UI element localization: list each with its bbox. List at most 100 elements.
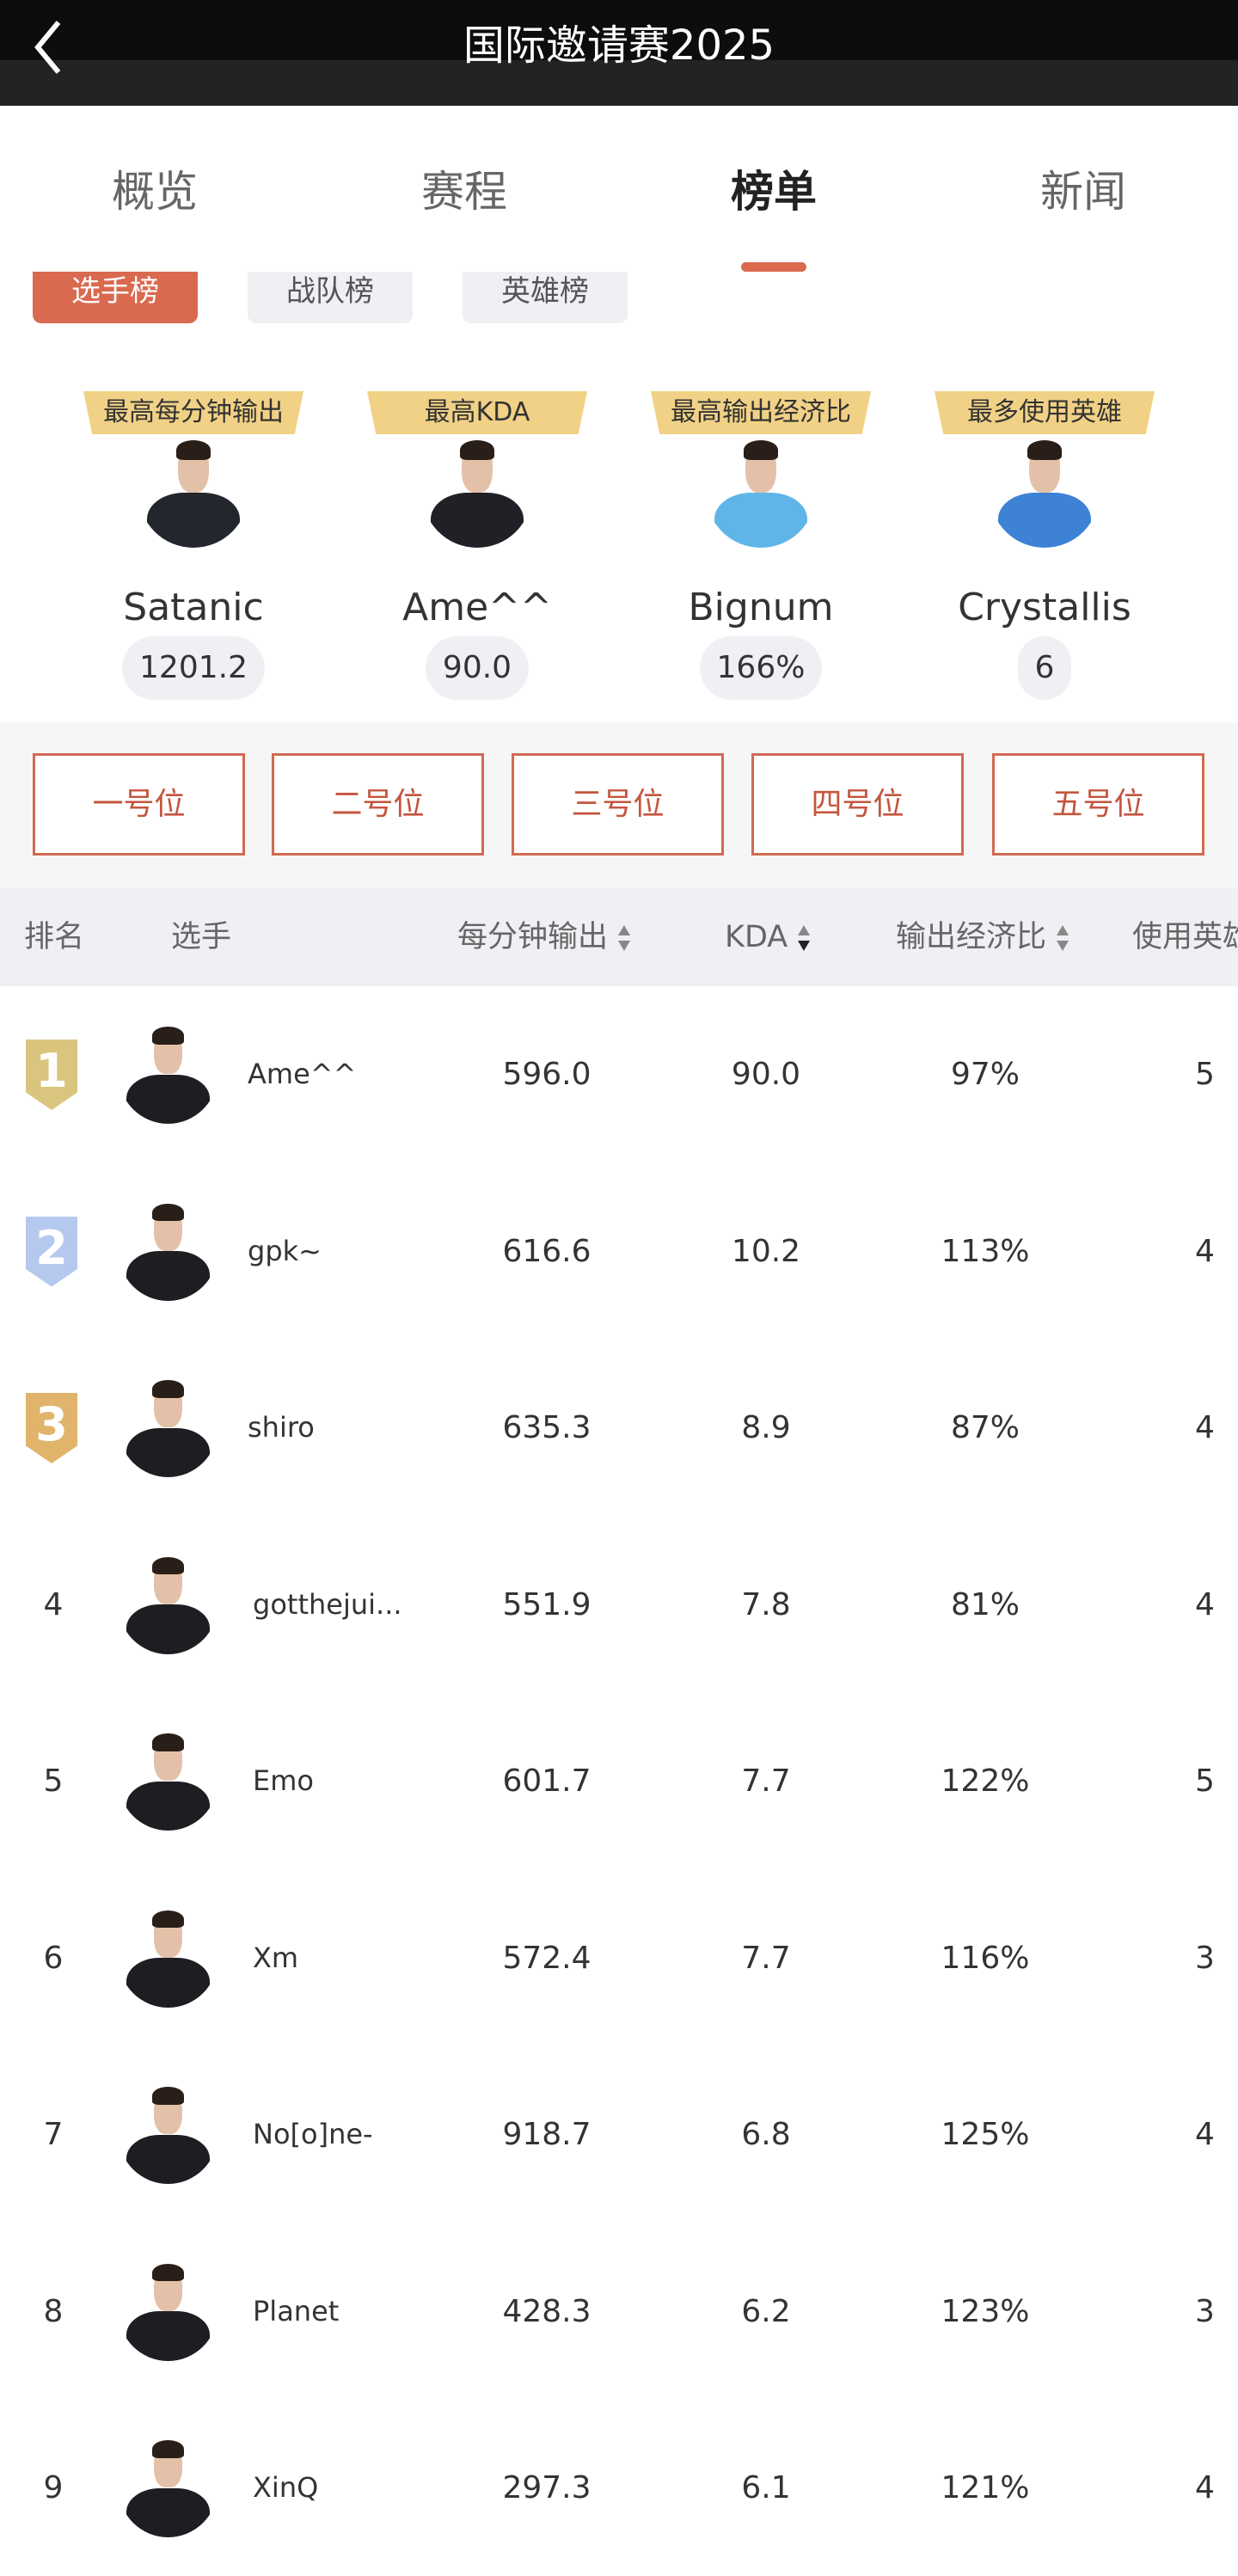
player-name[interactable]: Ame^^ — [248, 1058, 357, 1090]
avatar-shirt — [714, 493, 807, 548]
avatar — [119, 1201, 218, 1301]
dpm-value: 635.3 — [502, 1410, 591, 1445]
rank: 6 — [43, 1940, 64, 1976]
heroes-value: 4 — [1195, 2117, 1215, 2152]
player-name[interactable]: No[o]ne- — [253, 2118, 373, 2150]
dpm-value: 572.4 — [502, 1940, 591, 1976]
avatar-hair — [152, 1733, 184, 1751]
avatar-hair — [152, 2440, 184, 2458]
player-name[interactable]: gpk~ — [248, 1234, 322, 1267]
leader-badge: 最高输出经济比 — [651, 391, 871, 434]
avatar — [422, 438, 532, 548]
back-button[interactable] — [26, 17, 77, 77]
position-button[interactable]: 一号位 — [33, 753, 245, 856]
dpm-value: 551.9 — [502, 1586, 591, 1622]
heroes-value: 4 — [1195, 1586, 1215, 1622]
active-tab-indicator — [741, 262, 806, 272]
avatar-hair — [152, 1203, 184, 1222]
table-row[interactable]: 3 shiro 635.3 8.9 87% 4 — [0, 1340, 1238, 1516]
ratio-value: 125% — [941, 2117, 1030, 2152]
sort-icon — [618, 923, 631, 953]
position-button[interactable]: 三号位 — [512, 753, 724, 856]
table-row[interactable]: 2 gpk~ 616.6 10.2 113% 4 — [0, 1163, 1238, 1340]
tab-news[interactable]: 新闻 — [1040, 167, 1126, 217]
table-row[interactable]: 1 Ame^^ 596.0 90.0 97% 5 — [0, 986, 1238, 1162]
player-name[interactable]: shiro — [248, 1411, 315, 1444]
header-dpm-label: 每分钟输出 — [457, 920, 609, 954]
subtab-players[interactable]: 选手榜 — [33, 272, 198, 323]
avatar — [990, 438, 1100, 548]
avatar — [138, 438, 248, 548]
avatar-hair — [152, 1027, 184, 1045]
header-ratio-label: 输出经济比 — [896, 920, 1047, 954]
avatar-shirt — [431, 493, 524, 548]
header-ratio[interactable]: 输出经济比 — [896, 888, 1069, 986]
tab-rankings[interactable]: 榜单 — [731, 167, 817, 217]
heroes-value: 4 — [1195, 2470, 1215, 2505]
avatar — [119, 1908, 218, 2008]
avatar-shirt — [126, 1958, 210, 2008]
kda-value: 7.8 — [741, 1586, 791, 1622]
avatar-hair — [152, 2087, 184, 2105]
header-kda-label: KDA — [725, 920, 788, 954]
table-row[interactable]: 5 Emo 601.7 7.7 122% 5 — [0, 1693, 1238, 1869]
table-row[interactable]: 4 gotthejui... 551.9 7.8 81% 4 — [0, 1517, 1238, 1693]
ratio-value: 97% — [950, 1057, 1020, 1092]
header-dpm[interactable]: 每分钟输出 — [457, 888, 631, 986]
avatar-shirt — [126, 2134, 210, 2184]
tab-overview[interactable]: 概览 — [112, 167, 198, 217]
ratio-value: 122% — [941, 1763, 1030, 1799]
heroes-value: 4 — [1195, 1410, 1215, 1445]
header-heroes: 使用英雄 — [1132, 920, 1238, 954]
position-button[interactable]: 五号位 — [992, 753, 1204, 856]
dpm-value: 596.0 — [502, 1057, 591, 1092]
avatar — [119, 1555, 218, 1654]
table-row[interactable]: 6 Xm 572.4 7.7 116% 3 — [0, 1870, 1238, 2046]
leader-value: 6 — [1017, 636, 1072, 700]
player-name[interactable]: Xm — [253, 1941, 299, 1974]
tab-schedule[interactable]: 赛程 — [421, 167, 507, 217]
table-row[interactable]: 9 XinQ 297.3 6.1 121% 4 — [0, 2400, 1238, 2576]
ratio-value: 87% — [950, 1410, 1020, 1445]
subtab-teams[interactable]: 战队榜 — [248, 272, 413, 323]
table-row[interactable]: 8 Planet 428.3 6.2 123% 3 — [0, 2223, 1238, 2400]
avatar-hair — [152, 1556, 184, 1575]
avatar-hair — [175, 439, 211, 460]
leader-card[interactable]: 最高每分钟输出 Satanic 1201.2 — [82, 391, 305, 700]
avatar-hair — [152, 1910, 184, 1929]
ratio-value: 113% — [941, 1233, 1030, 1269]
avatar-shirt — [126, 1074, 210, 1124]
avatar-shirt — [126, 1251, 210, 1301]
heroes-value: 4 — [1195, 1233, 1215, 1269]
leader-card[interactable]: 最多使用英雄 Crystallis 6 — [933, 391, 1156, 700]
avatar-shirt — [998, 493, 1091, 548]
leader-badge: 最高KDA — [367, 391, 587, 434]
header-kda[interactable]: KDA — [725, 888, 811, 986]
leader-value: 1201.2 — [122, 636, 265, 700]
position-button[interactable]: 四号位 — [751, 753, 964, 856]
avatar-shirt — [126, 1781, 210, 1831]
avatar-hair — [152, 1380, 184, 1398]
rank-medal-icon: 1 — [26, 1040, 77, 1110]
table-row[interactable]: 7 No[o]ne- 918.7 6.8 125% 4 — [0, 2046, 1238, 2223]
rank: 8 — [43, 2293, 64, 2329]
player-name[interactable]: Emo — [253, 1764, 314, 1797]
leader-card[interactable]: 最高输出经济比 Bignum 166% — [649, 391, 873, 700]
avatar-hair — [152, 2263, 184, 2282]
avatar-shirt — [126, 2487, 210, 2537]
player-name[interactable]: gotthejui... — [253, 1587, 402, 1621]
avatar — [119, 1025, 218, 1124]
subtab-heroes[interactable]: 英雄榜 — [463, 272, 628, 323]
table-header: 排名 选手 每分钟输出 KDA 输出经济比 使用英雄 — [0, 888, 1238, 986]
position-button[interactable]: 二号位 — [272, 753, 484, 856]
leader-value: 90.0 — [425, 636, 530, 700]
chevron-left-icon — [34, 21, 61, 74]
player-name[interactable]: Planet — [253, 2294, 340, 2328]
avatar — [119, 2261, 218, 2361]
kda-value: 8.9 — [741, 1410, 791, 1445]
player-name[interactable]: XinQ — [253, 2471, 319, 2504]
ratio-value: 116% — [941, 1940, 1030, 1976]
dpm-value: 601.7 — [502, 1763, 591, 1799]
avatar-hair — [1027, 439, 1063, 460]
leader-card[interactable]: 最高KDA Ame^^ 90.0 — [365, 391, 589, 700]
